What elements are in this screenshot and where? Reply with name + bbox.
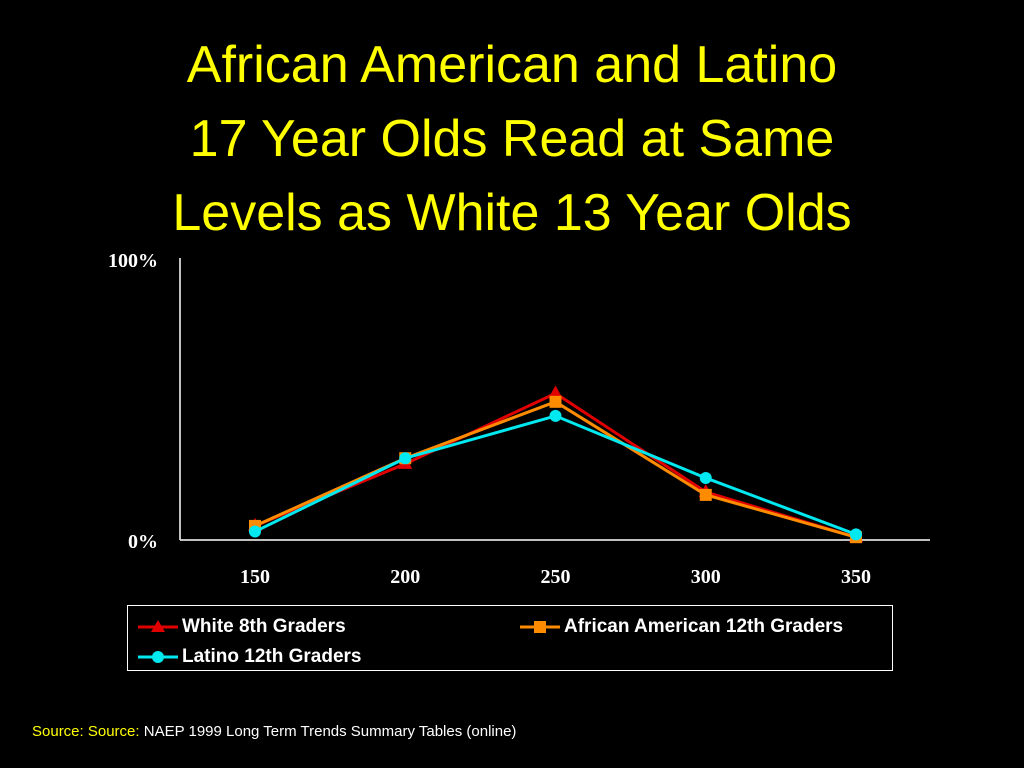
x-tick-label: 300: [691, 566, 721, 588]
data-point: [850, 528, 862, 541]
chart-legend: White 8th Graders African American 12th …: [127, 605, 893, 671]
line-chart: 100% 0% 150 200 250 300 350: [108, 250, 930, 588]
y-tick-label-top: 100%: [108, 250, 158, 272]
data-point: [549, 395, 562, 408]
source-label: Source: Source:: [32, 723, 140, 740]
x-tick-label: 250: [541, 566, 571, 588]
x-tick-label: 150: [240, 566, 270, 588]
title-line-1: African American and Latino: [186, 36, 838, 94]
x-tick-labels: 150 200 250 300 350: [240, 566, 871, 588]
data-point: [548, 385, 563, 399]
series-line: [254, 414, 857, 536]
legend-square-marker-icon: [520, 621, 560, 633]
series-line: [254, 400, 857, 539]
source-text: NAEP 1999 Long Term Trends Summary Table…: [143, 723, 517, 740]
series-triangle: [248, 385, 863, 543]
series-circle: [249, 409, 862, 541]
data-point: [249, 525, 261, 538]
y-tick-label-bottom: 0%: [128, 531, 158, 553]
x-tick-label: 200: [390, 566, 420, 588]
legend-label: African American 12th Graders: [564, 616, 844, 637]
title-line-2: 17 Year Olds Read at Same: [189, 110, 835, 168]
data-point: [399, 452, 412, 465]
data-point: [699, 471, 712, 484]
x-tick-label: 350: [841, 566, 871, 588]
data-point: [549, 409, 562, 422]
slide-title: African American and Latino 17 Year Olds…: [0, 28, 1024, 250]
data-point: [699, 488, 712, 501]
legend-label: White 8th Graders: [182, 616, 346, 637]
series-layer: [248, 385, 863, 544]
title-line-3: Levels as White 13 Year Olds: [172, 184, 852, 242]
legend-label: Latino 12th Graders: [182, 646, 362, 667]
legend-circle-marker-icon: [138, 651, 178, 663]
source-note: Source: Source: NAEP 1999 Long Term Tren…: [32, 723, 516, 740]
legend-triangle-marker-icon: [138, 620, 178, 632]
